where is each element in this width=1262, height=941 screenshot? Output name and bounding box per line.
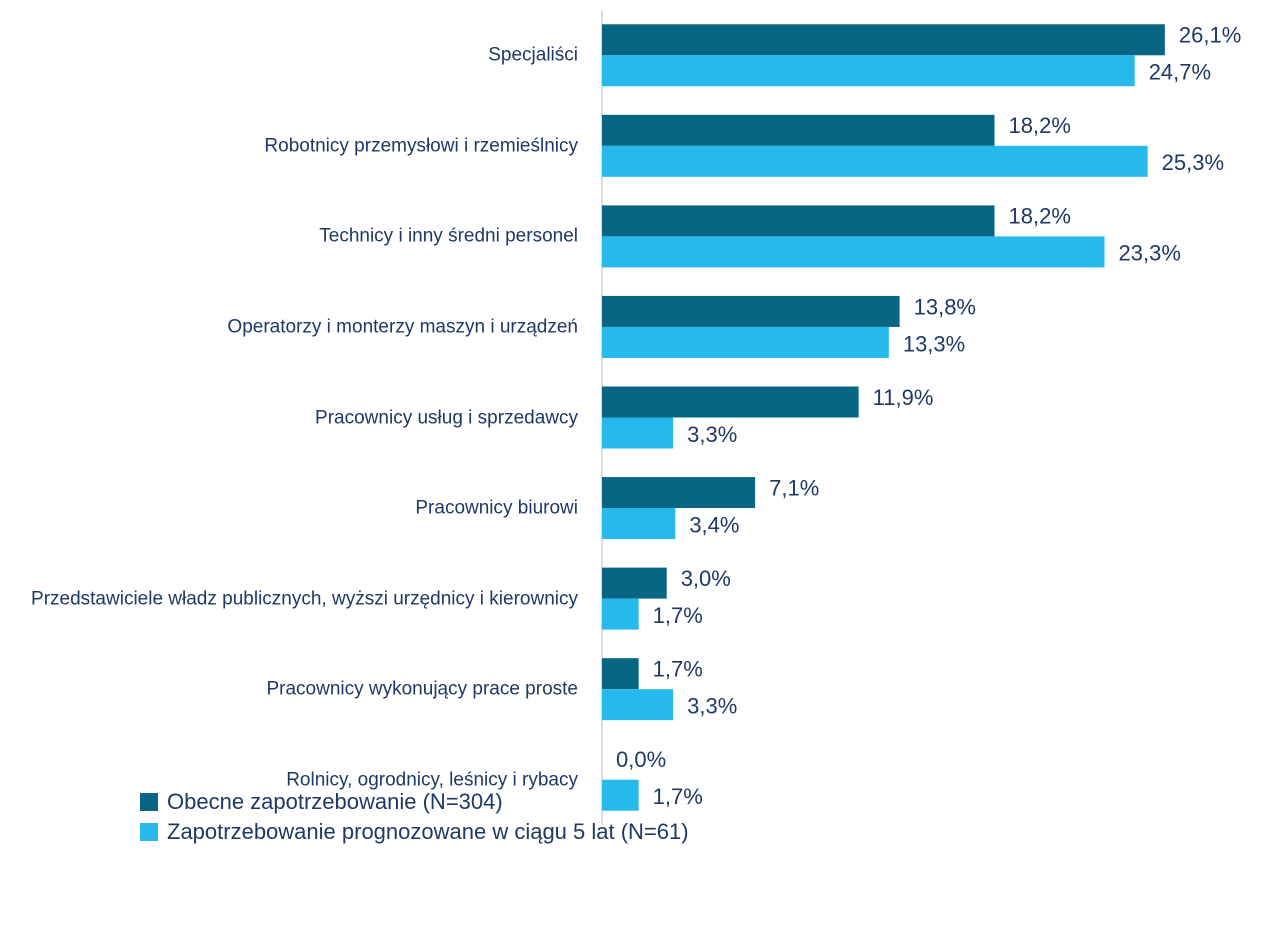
category-label: Pracownicy biurowi: [415, 497, 578, 519]
value-label: 3,3%: [687, 693, 737, 718]
category-label-box: Rolnicy, ogrodnicy, leśnicy i rybacy: [8, 766, 578, 793]
bar: [602, 417, 674, 449]
bar: [602, 24, 1165, 56]
value-label: 23,3%: [1119, 241, 1181, 266]
bar: [602, 326, 889, 358]
bar: [602, 236, 1105, 268]
category-label: Specjaliści: [488, 44, 578, 66]
category-label: Technicy i inny średni personel: [319, 225, 578, 247]
value-label: 26,1%: [1179, 23, 1241, 48]
bar: [602, 508, 676, 540]
category-label-box: Pracownicy wykonujący prace proste: [8, 676, 578, 703]
legend-label: Obecne zapotrzebowanie (N=304): [167, 789, 503, 814]
bar: [602, 55, 1135, 87]
category-label-box: Specjaliści: [8, 42, 578, 69]
bar: [602, 114, 995, 146]
bar: [602, 598, 639, 630]
bar: [602, 779, 639, 811]
category-label-box: Pracownicy usług i sprzedawcy: [8, 404, 578, 431]
value-label: 1,7%: [653, 784, 703, 809]
bar: [602, 658, 639, 690]
legend-swatch: [140, 823, 158, 841]
category-label: Rolnicy, ogrodnicy, leśnicy i rybacy: [286, 769, 578, 791]
value-label: 7,1%: [769, 475, 819, 500]
value-label: 11,9%: [873, 385, 934, 410]
bar: [602, 477, 756, 509]
category-label: Operatorzy i monterzy maszyn i urządzeń: [227, 316, 578, 338]
value-label: 25,3%: [1162, 150, 1224, 175]
legend-label: Zapotrzebowanie prognozowane w ciągu 5 l…: [167, 819, 689, 844]
bar: [602, 567, 667, 599]
value-label: 13,3%: [903, 331, 965, 356]
value-label: 0,0%: [616, 747, 666, 772]
category-label-box: Operatorzy i monterzy maszyn i urządzeń: [8, 313, 578, 340]
category-label: Robotnicy przemysłowi i rzemieślnicy: [264, 135, 578, 157]
value-label: 24,7%: [1149, 60, 1211, 85]
category-label: Pracownicy wykonujący prace proste: [266, 678, 578, 700]
category-label-box: Przedstawiciele władz publicznych, wyższ…: [8, 585, 578, 612]
bar: [602, 295, 900, 327]
bar: [602, 145, 1148, 177]
category-label: Przedstawiciele władz publicznych, wyższ…: [31, 588, 578, 610]
value-label: 3,3%: [687, 422, 737, 447]
category-label-box: Robotnicy przemysłowi i rzemieślnicy: [8, 132, 578, 159]
value-label: 3,0%: [681, 566, 731, 591]
bar: [602, 205, 995, 237]
value-label: 1,7%: [653, 603, 703, 628]
value-label: 18,2%: [1009, 113, 1071, 138]
value-label: 18,2%: [1009, 204, 1071, 229]
category-label: Pracownicy usług i sprzedawcy: [315, 407, 578, 428]
category-label-box: Technicy i inny średni personel: [8, 223, 578, 250]
legend-swatch: [140, 793, 158, 811]
value-label: 13,8%: [914, 294, 976, 319]
bar: [602, 689, 674, 721]
value-label: 1,7%: [653, 656, 703, 681]
bar: [602, 386, 859, 418]
value-label: 3,4%: [689, 512, 739, 537]
category-label-box: Pracownicy biurowi: [8, 495, 578, 522]
